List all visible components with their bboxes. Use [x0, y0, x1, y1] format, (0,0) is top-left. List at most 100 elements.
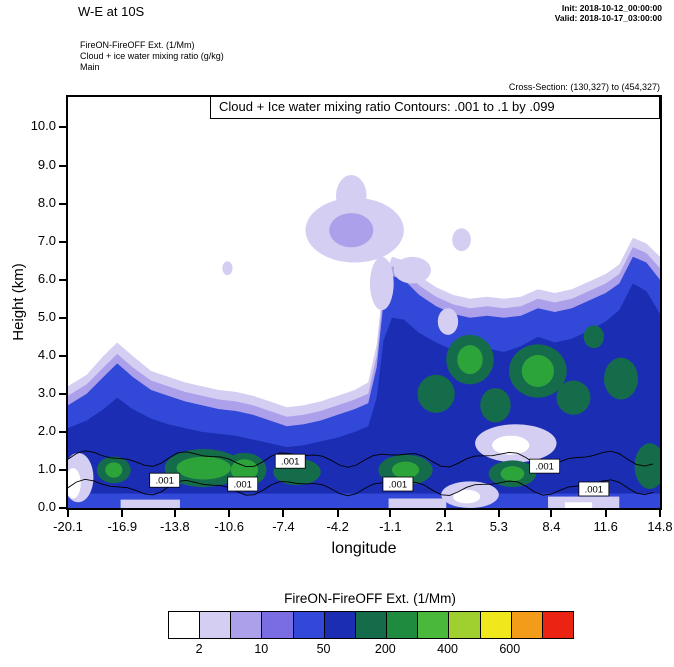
x-tick-label: -4.2: [326, 519, 349, 534]
surface-strip: [565, 502, 593, 508]
x-tick-mark: [389, 508, 392, 517]
green-maximum-patch: [500, 466, 525, 482]
x-tick-mark: [443, 508, 446, 517]
contour-label-text: .001: [281, 457, 300, 468]
plot-area: .001 .001 .001 .001 .001 .001 Cloud + Ice wat…: [66, 95, 662, 510]
surface-layer: [68, 493, 660, 508]
y-tick-mark: [59, 392, 68, 395]
y-tick-label: 4.0: [37, 346, 56, 362]
upper-cloud-patch: [329, 213, 374, 248]
x-tick-mark: [121, 508, 124, 517]
surface-strip: [388, 498, 447, 508]
y-tick-label: 6.0: [37, 270, 56, 286]
legend-swatch: [200, 612, 232, 638]
y-tick-mark: [59, 164, 68, 167]
legend-swatch: [231, 612, 263, 638]
init-timestamp: Init: 2018-10-12_00:00:00: [561, 3, 662, 13]
contour-label-box: [578, 481, 610, 497]
domain-label: Main: [80, 62, 100, 72]
valid-timestamp: Valid: 2018-10-17_03:00:00: [554, 13, 662, 23]
mixing-ratio-contour-line: [68, 478, 654, 497]
legend-swatch: [387, 612, 419, 638]
y-tick-mark: [59, 430, 68, 433]
legend-swatch: [511, 612, 543, 638]
legend-tick-label: 50: [316, 642, 331, 656]
x-tick-label: -16.9: [107, 519, 138, 534]
green-maximum-patch: [176, 456, 231, 480]
contour-label-text: .001: [389, 480, 408, 491]
contour-label-text: .001: [535, 462, 554, 473]
x-axis-label: longitude: [331, 540, 397, 557]
timestamps: Init: 2018-10-12_00:00:00 Valid: 2018-10…: [555, 3, 662, 23]
contour-label-text: .001: [155, 476, 174, 487]
y-tick-label: 5.0: [37, 308, 56, 324]
legend-swatch: [324, 612, 356, 638]
y-tick-mark: [59, 278, 68, 281]
upper-cloud-patch: [369, 256, 394, 311]
legend-tick-label: 2: [195, 642, 203, 656]
teal-maximum-patch: [583, 325, 605, 349]
x-tick-mark: [550, 508, 553, 517]
contour-label-box: [274, 453, 306, 469]
green-maximum-patch: [391, 461, 420, 479]
x-tick-mark: [604, 508, 607, 517]
x-tick-label: 8.4: [542, 519, 561, 534]
upper-cloud-patch: [336, 175, 367, 217]
legend-swatch: [542, 612, 574, 638]
teal-maximum-patch: [417, 374, 455, 413]
y-tick-mark: [59, 240, 68, 243]
legend-swatch: [355, 612, 388, 638]
x-tick-label: -13.8: [160, 519, 190, 534]
cross-section-label: Cross-Section: (130,327) to (454,327): [508, 82, 660, 92]
y-tick-mark: [59, 354, 68, 357]
teal-maximum-patch: [480, 388, 511, 423]
teal-maximum-patch: [634, 443, 660, 489]
x-tick-mark: [173, 508, 176, 517]
legend-colorbar: [168, 611, 574, 639]
x-tick-label: 2.1: [435, 519, 454, 534]
upper-cloud-patch: [222, 261, 233, 276]
fill-field-label: FireON-FireOFF Ext. (1/Mm): [80, 40, 195, 50]
x-tick-label: 5.3: [489, 519, 508, 534]
x-tick-label: -7.4: [272, 519, 295, 534]
teal-maximum-patch: [604, 357, 638, 400]
legend-swatch: [449, 612, 481, 638]
green-maximum-patch: [230, 459, 258, 481]
legend-tick-labels: 2 10 50 200 400 600: [168, 642, 572, 658]
light-hole-patch: [492, 435, 530, 455]
legend-swatch: [480, 612, 512, 638]
upper-cloud-patch: [452, 228, 471, 252]
surface-strip: [120, 499, 180, 508]
contour-label-text: .001: [585, 484, 604, 495]
light-hole-patch: [453, 489, 481, 504]
legend-tick-label: 400: [437, 642, 458, 656]
x-tick-mark: [497, 508, 500, 517]
field-descriptions: FireON-FireOFF Ext. (1/Mm) Cloud + ice w…: [80, 40, 224, 73]
page-title: W-E at 10S: [78, 4, 145, 19]
x-tick-label: 14.8: [647, 519, 673, 534]
y-tick-label: 1.0: [37, 460, 56, 476]
upper-cloud-patch: [393, 256, 432, 284]
x-tick-mark: [228, 508, 231, 517]
x-tick-mark: [282, 508, 285, 517]
legend-swatch: [418, 612, 450, 638]
contour-label-box: [382, 476, 414, 492]
contour-label-box: [149, 472, 181, 488]
y-tick-mark: [59, 316, 68, 319]
contour-plot: .001 .001 .001 .001 .001 .001: [68, 97, 660, 508]
line-field-label: Cloud + ice water mixing ratio (g/kg): [80, 51, 224, 61]
legend-swatch: [293, 612, 325, 638]
green-maximum-patch: [521, 355, 554, 387]
y-tick-label: 3.0: [37, 384, 56, 400]
x-tick-label: -1.1: [379, 519, 402, 534]
contour-label-text: .001: [233, 480, 252, 491]
teal-maximum-patch: [556, 380, 591, 415]
y-tick-mark: [59, 126, 68, 129]
contour-label-box: [227, 476, 259, 492]
legend-tick-label: 200: [374, 642, 396, 656]
y-tick-mark: [59, 202, 68, 205]
legend-title: FireON-FireOFF Ext. (1/Mm): [284, 591, 456, 606]
y-tick-label: 2.0: [37, 422, 56, 438]
y-tick-label: 10.0: [30, 118, 56, 134]
